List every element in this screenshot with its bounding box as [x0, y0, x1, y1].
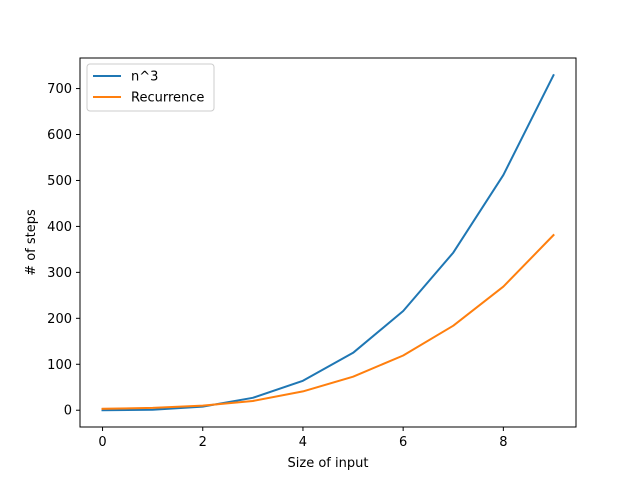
y-tick-label: 600: [47, 128, 72, 143]
x-tick-label: 8: [499, 435, 507, 450]
y-axis-ticks: 0 100 200 300 400 500 600 700: [47, 82, 80, 419]
y-axis-label: # of steps: [24, 209, 39, 276]
legend: n^3 Recurrence: [86, 63, 215, 112]
y-tick-label: 300: [47, 266, 72, 281]
x-tick-label: 0: [98, 435, 106, 450]
y-tick-label: 100: [47, 358, 72, 373]
series-line-n-cubed: [101, 73, 555, 412]
legend-label-recurrence: Recurrence: [131, 91, 204, 106]
legend-label-n-cubed: n^3: [131, 70, 158, 85]
y-tick-label: 0: [64, 404, 72, 419]
x-tick-label: 6: [399, 435, 407, 450]
y-tick-label: 200: [47, 312, 72, 327]
x-tick-label: 2: [199, 435, 207, 450]
series-lines: [101, 73, 555, 412]
y-tick-label: 500: [47, 174, 72, 189]
x-axis-ticks: 0 2 4 6 8: [98, 427, 507, 450]
y-tick-label: 700: [47, 82, 72, 97]
x-axis-label: Size of input: [288, 456, 369, 471]
x-tick-label: 4: [299, 435, 307, 450]
plot-frame: [79, 57, 577, 428]
y-tick-label: 400: [47, 220, 72, 235]
series-line-recurrence: [101, 233, 555, 410]
